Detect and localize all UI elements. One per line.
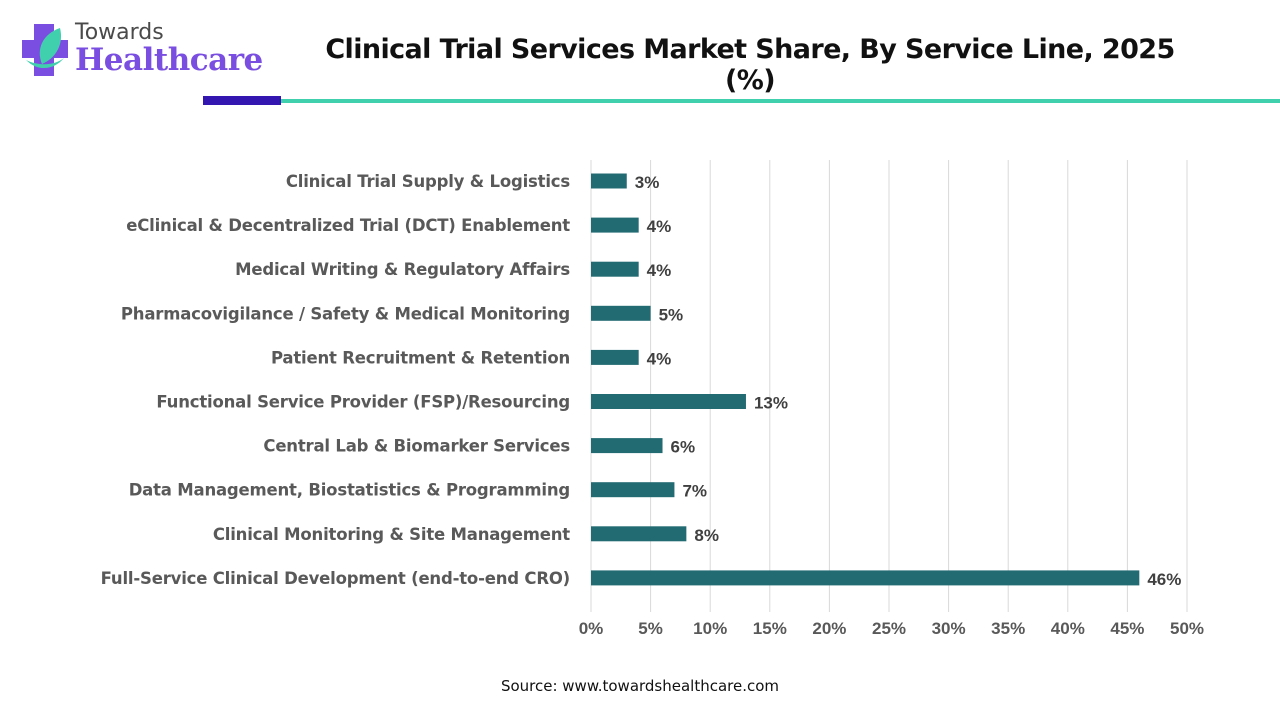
x-tick-label: 0%: [579, 619, 604, 638]
data-label: 7%: [682, 482, 707, 501]
bar: [591, 526, 687, 542]
category-labels: Clinical Trial Supply & Logistics eClinic…: [101, 172, 571, 588]
title-underline-accent: [203, 96, 281, 105]
x-tick-label: 35%: [991, 619, 1025, 638]
bars: [591, 173, 1140, 586]
brand-logo: Towards Healthcare: [20, 18, 263, 88]
data-label: 13%: [754, 394, 788, 413]
source-note: Source: www.towardshealthcare.com: [500, 677, 780, 695]
bar: [591, 394, 746, 409]
data-label: 4%: [647, 349, 672, 368]
data-labels: 3% 4% 4% 5% 4% 13% 6% 7% 8% 46%: [635, 173, 1182, 589]
bar: [591, 261, 639, 277]
data-label: 4%: [647, 261, 672, 280]
data-label: 5%: [659, 305, 684, 324]
data-label: 8%: [694, 526, 719, 545]
category-label: eClinical & Decentralized Trial (DCT) En…: [126, 216, 570, 235]
data-label: 4%: [647, 217, 672, 236]
x-tick-label: 45%: [1110, 619, 1144, 638]
bar: [591, 349, 639, 365]
brand-name-bottom: Healthcare: [75, 42, 263, 78]
x-tick-label: 25%: [872, 619, 906, 638]
category-label: Medical Writing & Regulatory Affairs: [235, 260, 570, 279]
category-label: Data Management, Biostatistics & Program…: [129, 481, 570, 500]
brand-name-top: Towards: [75, 20, 164, 45]
category-label: Central Lab & Biomarker Services: [263, 437, 570, 456]
data-label: 3%: [635, 173, 660, 192]
x-tick-label: 10%: [693, 619, 727, 638]
x-tick-label: 20%: [812, 619, 846, 638]
category-label: Functional Service Provider (FSP)/Resour…: [156, 393, 570, 412]
bar: [591, 173, 627, 189]
x-tick-label: 5%: [638, 619, 663, 638]
category-label: Clinical Trial Supply & Logistics: [286, 172, 571, 191]
title-underline: [281, 99, 1280, 103]
bar: [591, 438, 663, 454]
gridlines: [590, 160, 1188, 612]
data-label: 6%: [671, 438, 696, 457]
bar: [591, 217, 639, 233]
x-tick-label: 15%: [753, 619, 787, 638]
bar: [591, 305, 651, 321]
data-label: 46%: [1147, 570, 1181, 589]
category-label: Pharmacovigilance / Safety & Medical Mon…: [121, 304, 570, 323]
category-label: Full-Service Clinical Development (end-t…: [101, 569, 570, 588]
bar: [591, 570, 1140, 586]
medical-cross-leaf-icon: [22, 24, 68, 76]
chart-title: Clinical Trial Services Market Share, By…: [325, 34, 1175, 96]
category-label: Patient Recruitment & Retention: [271, 348, 570, 367]
x-tick-label: 30%: [932, 619, 966, 638]
category-label: Clinical Monitoring & Site Management: [213, 525, 570, 544]
x-tick-label: 40%: [1051, 619, 1085, 638]
bar: [591, 482, 675, 498]
x-tick-label: 50%: [1170, 619, 1204, 638]
x-axis-ticks: 0% 5% 10% 15% 20% 25% 30% 35% 40% 45% 50%: [579, 619, 1204, 638]
